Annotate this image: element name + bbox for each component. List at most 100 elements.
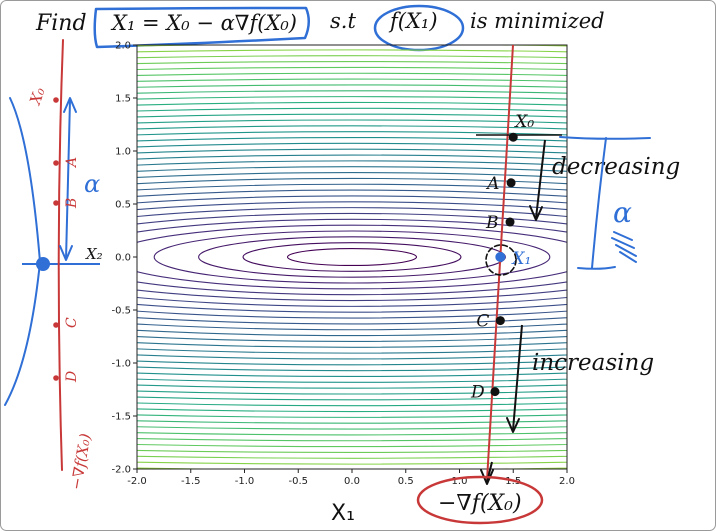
side-mark-label: C xyxy=(64,317,80,328)
increasing-arrow-shaft xyxy=(512,324,523,431)
contour-level xyxy=(137,218,567,296)
objective-label: f(X₁) xyxy=(388,9,438,33)
side-mark-label: B xyxy=(64,198,80,209)
x-tick-label: -0.5 xyxy=(288,476,308,487)
neg-gradient-label: −∇f(X₀) xyxy=(438,491,522,516)
path-point-label: D xyxy=(470,383,485,403)
contour-level xyxy=(137,166,567,348)
side-dot xyxy=(53,160,59,166)
side-minimum-dot xyxy=(36,257,50,271)
path-point xyxy=(490,387,500,397)
contour-level xyxy=(137,55,567,459)
x-axis-label: X₁ xyxy=(331,501,355,526)
contour-level xyxy=(137,78,567,436)
x1-dashed-circle xyxy=(485,244,517,276)
y-tick-label: -1.5 xyxy=(111,412,131,423)
y-tick-label: 1.5 xyxy=(115,94,131,105)
contour-level xyxy=(137,101,567,413)
alpha-label-right: α xyxy=(613,196,632,229)
gradient-direction-line xyxy=(486,44,514,481)
path-point-label: C xyxy=(476,312,489,332)
contour-level xyxy=(137,172,567,342)
contour-level xyxy=(137,72,567,442)
such-that-label: s.t xyxy=(330,9,356,33)
contour-level xyxy=(198,236,506,278)
x-tick-label: 0.5 xyxy=(398,476,414,487)
y-tick-label: -2.0 xyxy=(111,465,131,476)
path-point xyxy=(508,132,518,142)
side-dot xyxy=(53,322,59,328)
alpha-scribble xyxy=(611,231,637,263)
contour-level xyxy=(137,84,567,430)
contour-level xyxy=(137,160,567,354)
path-point-label: X₀ xyxy=(513,112,534,132)
alpha-top-line xyxy=(559,136,651,140)
contour-level xyxy=(137,177,567,337)
path-point xyxy=(495,316,505,326)
side-alpha-arrowhead-up xyxy=(63,97,77,113)
contour-level xyxy=(137,131,567,383)
x-tick-label: -1.5 xyxy=(181,476,201,487)
contour-level xyxy=(137,137,567,377)
y-tick-label: 0.0 xyxy=(115,253,131,264)
contour-level xyxy=(137,224,567,290)
y-tick-label: -0.5 xyxy=(111,306,131,317)
increasing-label: increasing xyxy=(532,350,654,376)
contour-level xyxy=(137,107,567,407)
contour-level xyxy=(286,247,418,267)
side-alpha-arrowhead-down xyxy=(59,245,73,261)
contour-level xyxy=(137,201,567,313)
increasing-arrowhead xyxy=(506,417,520,433)
contour-level xyxy=(137,90,567,424)
contour-level xyxy=(137,119,567,395)
x-tick-label: -1.0 xyxy=(235,476,255,487)
path-point xyxy=(506,178,516,188)
side-alpha-arrow xyxy=(65,99,71,261)
contour-level xyxy=(137,154,567,360)
path-arrowhead xyxy=(480,469,494,485)
decreasing-arrowhead xyxy=(529,205,543,221)
contour-level xyxy=(137,142,567,372)
neg-gradient-circle xyxy=(416,475,544,525)
contour-level xyxy=(137,148,567,366)
x-tick-label: 1.0 xyxy=(452,476,468,487)
path-point-label: A xyxy=(485,174,499,194)
contour-level xyxy=(137,212,567,302)
find-word: Find xyxy=(35,11,87,36)
side-dot xyxy=(53,200,59,206)
contour-level xyxy=(137,113,567,401)
contour-level xyxy=(137,189,567,325)
y-tick-label: 1.0 xyxy=(115,147,131,158)
decreasing-label: decreasing xyxy=(552,154,680,180)
side-x2-label: X₂ xyxy=(85,245,103,263)
side-dot xyxy=(53,97,59,103)
side-dots: A B C D xyxy=(53,97,80,383)
alpha-bottom-line xyxy=(577,266,616,270)
path-point xyxy=(505,217,515,227)
side-mark-label: D xyxy=(64,371,80,383)
contour-level xyxy=(137,125,567,389)
x-tick-label: -2.0 xyxy=(127,476,147,487)
minimized-label: is minimized xyxy=(470,9,605,33)
equation-highlight-box xyxy=(93,6,310,49)
contour-lines xyxy=(137,45,567,469)
side-red-line xyxy=(57,39,64,471)
contour-level xyxy=(137,66,567,448)
path-point xyxy=(495,252,506,262)
y-tick-label: 2.0 xyxy=(115,41,131,52)
contour-level xyxy=(242,242,462,272)
title-line: Find X₁ = X₀ − α∇f(X₀) s.t f(X₁) is mini… xyxy=(35,4,605,52)
side-x0-label: X₀ xyxy=(26,85,49,108)
side-alpha-label: α xyxy=(84,170,100,198)
update-equation: X₁ = X₀ − α∇f(X₀) xyxy=(110,11,297,35)
contour-level xyxy=(137,96,567,418)
x-tick-label: 2.0 xyxy=(559,476,575,487)
decreasing-arrow-shaft xyxy=(535,139,546,219)
y-tick-label: -1.0 xyxy=(111,359,131,370)
contour-level xyxy=(137,183,567,331)
path-arrow-shaft xyxy=(486,461,493,483)
